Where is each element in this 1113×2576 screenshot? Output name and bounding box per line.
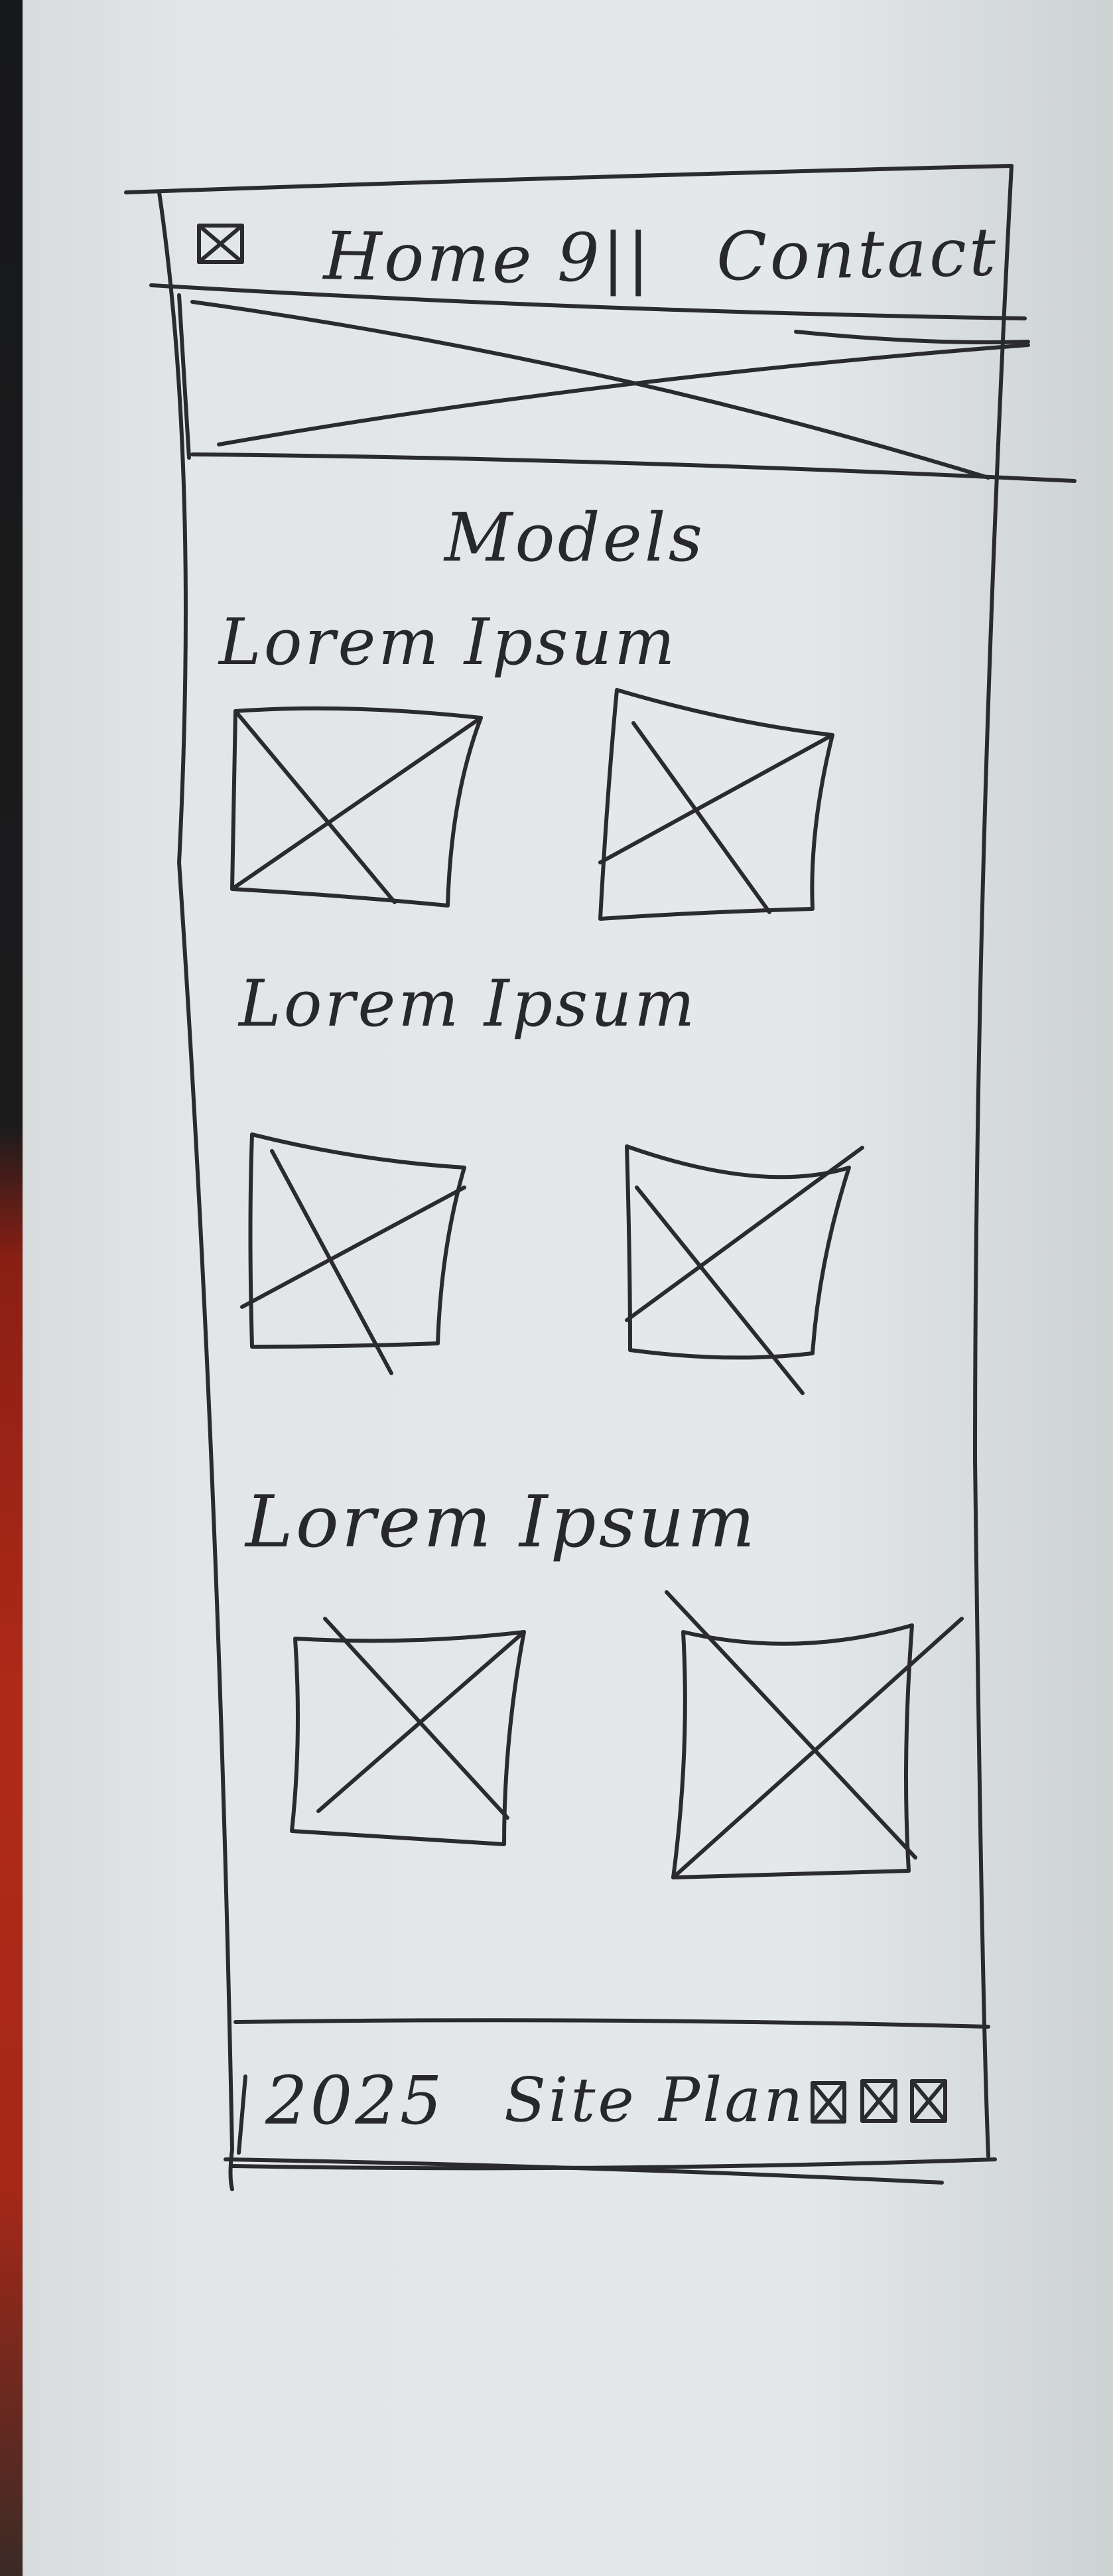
section-heading: Lorem Ipsum [219, 605, 678, 679]
checkbox-logo-icon[interactable] [197, 224, 244, 264]
image-placeholder-icon[interactable] [240, 1132, 466, 1375]
footer-link-site-plan[interactable]: Site Plan [504, 2065, 806, 2135]
page-frame-top [124, 164, 1014, 194]
page-frame-left [157, 190, 234, 2191]
hero-right-extra [794, 330, 1030, 344]
image-placeholder-icon[interactable] [598, 688, 834, 921]
image-placeholder-icon[interactable] [665, 1590, 964, 1879]
hero-bottom-line [190, 452, 1077, 483]
page-frame-right [973, 164, 1014, 2158]
checkbox-icon[interactable] [811, 2081, 846, 2124]
page-title: Models [444, 499, 706, 576]
checkbox-icon[interactable] [860, 2079, 897, 2123]
image-placeholder-icon[interactable] [230, 706, 483, 908]
footer-year: 2025 [265, 2062, 445, 2139]
footer-divider [237, 2074, 247, 2155]
section-heading: Lorem Ipsum [245, 1481, 758, 1564]
footer-top-line [233, 2018, 990, 2029]
nav-link-9ll[interactable]: 9|| [557, 219, 653, 297]
nav-link-contact[interactable]: Contact [716, 213, 1000, 296]
checkbox-icon[interactable] [910, 2079, 947, 2123]
section-heading: Lorem Ipsum [239, 967, 698, 1041]
hero-cross-b [217, 343, 1030, 446]
background-edge [0, 0, 23, 2576]
image-placeholder-icon[interactable] [290, 1617, 526, 1846]
hero-left-line [177, 293, 191, 460]
nav-bar-bottom-line [149, 283, 1027, 320]
footer-underline [230, 2157, 997, 2171]
nav-link-home[interactable]: Home [323, 217, 535, 299]
hero-cross-a [190, 300, 990, 480]
image-placeholder-icon[interactable] [625, 1144, 864, 1395]
